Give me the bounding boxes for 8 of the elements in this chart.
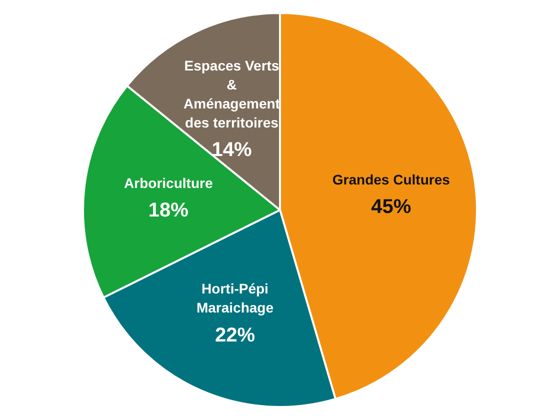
- data-label: 14%: [212, 139, 252, 162]
- slice-label: Espaces Verts & Aménagement des territoires: [184, 57, 280, 130]
- data-label: 18%: [148, 200, 189, 222]
- slice-label: Grandes Cultures: [332, 171, 450, 188]
- data-label: 45%: [371, 196, 412, 218]
- slice-label: Horti-Pépi Maraichage: [196, 280, 274, 316]
- data-label: 22%: [214, 324, 256, 346]
- slice-label: Arboriculture: [124, 174, 213, 191]
